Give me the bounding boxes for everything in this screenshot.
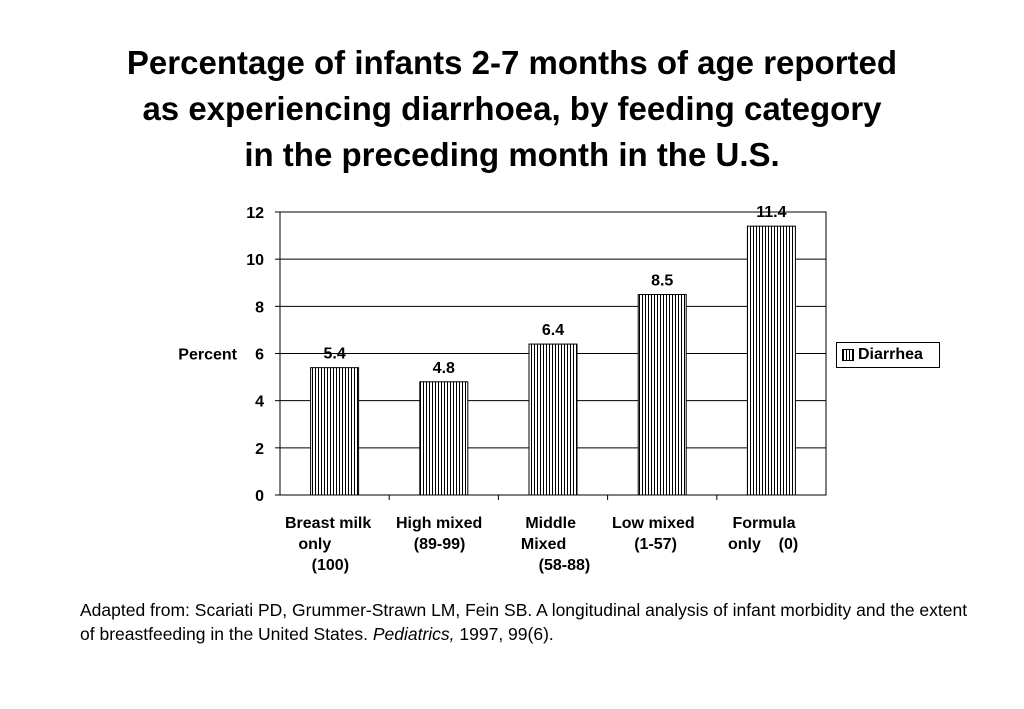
- title-line-2: as experiencing diarrhoea, by feeding ca…: [142, 90, 882, 127]
- bar-2: [419, 381, 469, 496]
- bar-1: [310, 367, 360, 496]
- data-label: 4.8: [433, 360, 455, 377]
- y-tick-label: 8: [255, 299, 264, 316]
- x-category-label: Middle Mixed (58-88): [520, 515, 591, 574]
- chart-title: Percentage of infants 2-7 months of age …: [40, 40, 984, 178]
- title-line-3: in the preceding month in the U.S.: [244, 136, 780, 173]
- data-label: 11.4: [756, 204, 786, 221]
- source-caption: Adapted from: Scariati PD, Grummer-Straw…: [80, 598, 980, 646]
- title-line-1: Percentage of infants 2-7 months of age …: [126, 44, 898, 81]
- y-tick-label: 6: [255, 347, 264, 364]
- caption-journal: Pediatrics,: [372, 624, 455, 644]
- caption-text: Adapted from: Scariati PD, Grummer-Straw…: [80, 600, 972, 644]
- legend-label-diarrhea: Diarrhea: [858, 346, 923, 363]
- bar-4: [637, 294, 687, 496]
- y-tick-label: 0: [255, 488, 264, 505]
- x-category-label: Formula only (0): [728, 515, 799, 553]
- y-axis-label: Percent: [178, 347, 237, 364]
- legend-swatch-diarrhea: [842, 349, 854, 361]
- y-tick-label: 2: [255, 441, 264, 458]
- x-category-label: Breast milk only (100): [285, 515, 372, 574]
- legend: Diarrhea: [836, 342, 940, 368]
- y-tick-label: 4: [255, 394, 264, 411]
- data-label: 8.5: [651, 273, 673, 290]
- data-label: 6.4: [542, 322, 564, 339]
- caption-year: 1997, 99(6).: [454, 624, 554, 644]
- y-tick-label: 10: [246, 252, 264, 269]
- x-category-label: High mixed (89-99): [396, 515, 483, 553]
- bar-chart: 0 2 4 6 8 10 12 5.4 4.8 6.4 8.5 11.4 Percent: [178, 204, 827, 505]
- bar-5: [746, 225, 796, 496]
- plot-area: [279, 211, 827, 496]
- bar-3: [528, 343, 578, 496]
- y-tick-label: 12: [246, 205, 264, 222]
- x-category-label: Low mixed (1-57): [612, 515, 695, 553]
- data-label: 5.4: [323, 346, 345, 363]
